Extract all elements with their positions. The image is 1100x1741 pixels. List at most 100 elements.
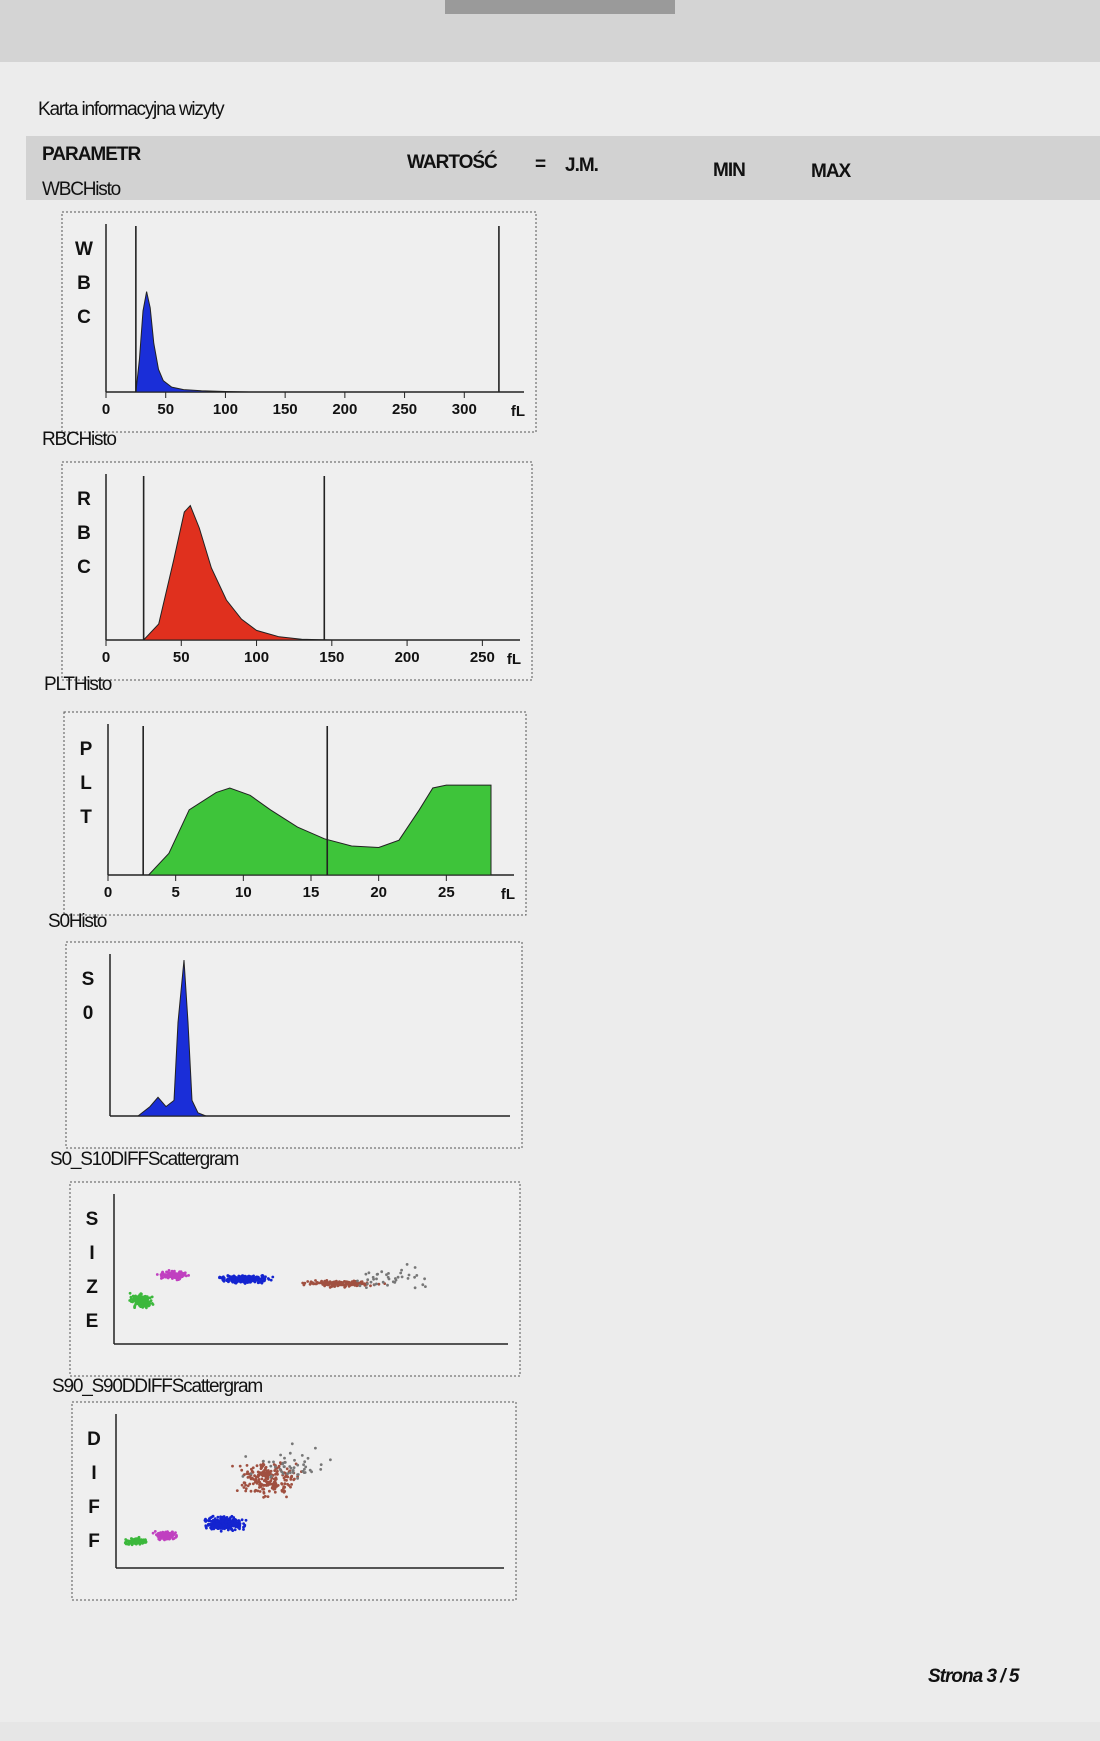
scatter-dot (246, 1476, 250, 1479)
scatter-dot (288, 1451, 292, 1455)
scatter-dot (278, 1467, 282, 1471)
report-title: Karta informacyjna wizyty (38, 99, 225, 120)
axis-letter: I (89, 1243, 94, 1264)
scatter-dot (343, 1283, 347, 1286)
scatter-dot (394, 1278, 398, 1282)
scatter-dot (137, 1297, 141, 1301)
scatter-dot (162, 1537, 165, 1541)
scatter-dot (243, 1473, 246, 1476)
scatter-dot (330, 1281, 334, 1284)
scatter-dot (335, 1282, 338, 1286)
scatter-dot (232, 1279, 235, 1283)
scatter-dot (282, 1487, 285, 1490)
scatter-dot (319, 1468, 323, 1471)
x-tick-label: 250 (470, 649, 495, 666)
scatter-dot (249, 1489, 253, 1493)
scatter-dot (290, 1442, 294, 1446)
scatter-dot (134, 1301, 138, 1305)
scatter-dot (314, 1446, 317, 1450)
scatter-dot (144, 1294, 147, 1298)
scatter-dot (226, 1274, 230, 1277)
scatter-dot (228, 1522, 232, 1526)
scatter-dot (160, 1531, 164, 1535)
scatter-dot (306, 1456, 310, 1460)
axis-letter: F (88, 1497, 100, 1518)
scatter-dot (208, 1522, 212, 1526)
column-parameter: PARAMETR (42, 144, 142, 165)
axis-letter: B (77, 273, 91, 294)
scatter-dot (213, 1518, 217, 1521)
scatter-dot (269, 1464, 273, 1468)
scatter-dot (258, 1483, 261, 1486)
scatter-dot (272, 1477, 276, 1481)
scatter-dot (259, 1277, 263, 1281)
scatter-dot (239, 1276, 243, 1280)
scatter-dot (135, 1299, 139, 1303)
scatter-dot (356, 1284, 359, 1287)
scatter-dot (147, 1300, 151, 1304)
scatter-dot (128, 1299, 132, 1302)
column-max: MAX (811, 161, 852, 182)
column-unit: J.M. (565, 155, 598, 176)
scatter-dot (386, 1275, 390, 1279)
x-tick-label: 10 (235, 884, 252, 901)
scatter-dot (280, 1470, 284, 1474)
scatter-dot (283, 1482, 287, 1486)
scatter-dot (269, 1278, 273, 1282)
scatter-dot (282, 1476, 286, 1480)
scatter-dot (347, 1284, 351, 1288)
scatter-dot (296, 1463, 300, 1467)
x-tick-label: 100 (213, 401, 238, 418)
x-tick-label: 150 (319, 649, 344, 666)
scatter-dot (254, 1475, 258, 1479)
scatter-dot (283, 1465, 286, 1469)
scatter-dot (286, 1475, 289, 1479)
scatter-dot (260, 1472, 264, 1476)
axis-letter: E (86, 1311, 99, 1332)
scatter-dot (276, 1484, 280, 1487)
scatter-dot (238, 1524, 242, 1528)
scatter-dot (238, 1464, 242, 1468)
scatter-dot (424, 1285, 427, 1288)
x-unit: fL (511, 403, 525, 420)
scatter-dot (282, 1489, 286, 1493)
scatter-dot (356, 1279, 359, 1283)
scatter-dot (209, 1516, 213, 1520)
scatter-dot (141, 1306, 145, 1309)
panel: PLTHisto PLT 0 5 10 15 20 25 fL (44, 674, 527, 916)
scatter-dot (286, 1482, 289, 1486)
scatter-dot (242, 1522, 246, 1525)
scatter-dot (168, 1531, 172, 1535)
scatter-dot (227, 1526, 231, 1530)
scatter-dot (250, 1275, 254, 1279)
scatter-dot (265, 1482, 269, 1485)
x-tick-label: 25 (438, 884, 455, 901)
scatter-dot (375, 1273, 379, 1276)
scatter-dot (235, 1522, 239, 1525)
scatter-dot (128, 1291, 132, 1295)
scatter-dot (260, 1483, 264, 1486)
scatter-dot (242, 1528, 245, 1531)
scatter-dot (143, 1539, 146, 1543)
scatter-dot (176, 1274, 180, 1277)
scatter-dot (421, 1283, 425, 1287)
scatter-dot (238, 1519, 241, 1523)
scatter-dot (303, 1471, 307, 1474)
axis-letter: C (77, 557, 91, 578)
scatter-dot (226, 1520, 230, 1524)
scatter-dot (271, 1486, 274, 1489)
scatter-dot (222, 1523, 226, 1527)
scatter-dot (136, 1537, 139, 1541)
scatter-dot (281, 1461, 285, 1465)
scatter-dot (413, 1266, 417, 1269)
table-header-band (26, 136, 1100, 200)
scatter-dot (266, 1277, 270, 1280)
scatter-dot (219, 1529, 223, 1533)
x-tick-label: 50 (173, 649, 190, 666)
scatter-dot (367, 1271, 371, 1275)
scatter-dot (311, 1281, 314, 1285)
scatter-dot (236, 1279, 239, 1283)
histogram-curve (136, 959, 207, 1117)
scatter-dot (166, 1273, 169, 1277)
